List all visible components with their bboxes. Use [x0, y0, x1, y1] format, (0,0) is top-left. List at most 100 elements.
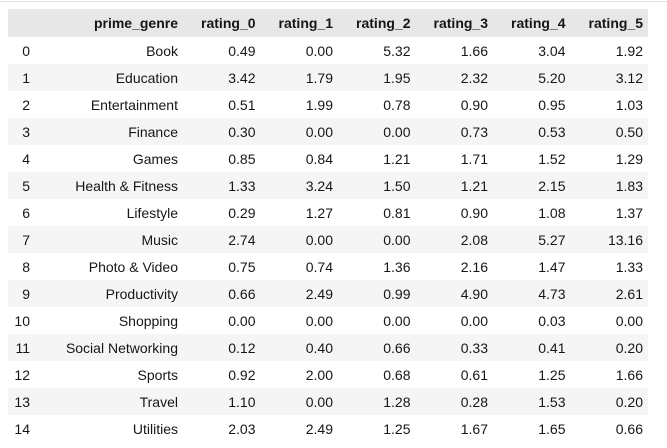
row-index: 9 [22, 285, 30, 302]
cell-rating_1: 1.99 [305, 96, 333, 113]
cell-rating_5: 13.16 [607, 231, 643, 248]
cell-rating_1: 0.00 [305, 42, 333, 59]
cell-rating_0: 2.03 [228, 420, 256, 437]
cell-rating_0: 1.33 [228, 177, 256, 194]
cell-rating_0: 0.66 [228, 285, 256, 302]
column-header-rating_0: rating_0 [201, 15, 256, 31]
cell-rating_4: 1.08 [538, 204, 566, 221]
cell-rating_1: 0.00 [305, 231, 333, 248]
top-border-line [0, 1, 667, 2]
column-header-rating_1: rating_1 [278, 15, 333, 31]
row-index: 14 [14, 420, 30, 437]
cell-rating_2: 0.68 [383, 366, 411, 383]
cell-rating_4: 2.15 [538, 177, 566, 194]
cell-prime-genre: Photo & Video [88, 258, 178, 275]
cell-rating_1: 0.84 [305, 150, 333, 167]
cell-rating_0: 0.30 [228, 123, 256, 140]
cell-prime-genre: Lifestyle [126, 204, 178, 221]
cell-rating_1: 0.00 [305, 123, 333, 140]
cell-rating_4: 4.73 [538, 285, 566, 302]
table-row: 14 Utilities 2.03 2.49 1.25 1.67 1.65 0.66 [8, 415, 648, 442]
cell-rating_1: 3.24 [305, 177, 333, 194]
cell-rating_3: 2.16 [460, 258, 488, 275]
cell-rating_2: 1.28 [383, 393, 411, 410]
cell-rating_0: 0.75 [228, 258, 256, 275]
cell-rating_3: 1.71 [460, 150, 488, 167]
index-column-header [8, 9, 35, 37]
cell-rating_3: 2.32 [460, 69, 488, 86]
dataframe-table: prime_genre rating_0 rating_1 rating_2 ratin… [8, 9, 648, 442]
row-index: 0 [22, 42, 30, 59]
cell-rating_5: 1.83 [615, 177, 643, 194]
cell-rating_3: 0.33 [460, 339, 488, 356]
column-header-prime_genre: prime_genre [93, 15, 178, 31]
cell-rating_4: 0.03 [538, 312, 566, 329]
cell-prime-genre: Travel [139, 393, 178, 410]
cell-rating_0: 0.51 [228, 96, 256, 113]
cell-rating_4: 1.53 [538, 393, 566, 410]
cell-rating_1: 1.79 [305, 69, 333, 86]
cell-rating_0: 0.85 [228, 150, 256, 167]
cell-rating_5: 1.66 [615, 366, 643, 383]
cell-rating_4: 5.20 [538, 69, 566, 86]
cell-rating_3: 0.73 [460, 123, 488, 140]
cell-rating_4: 0.41 [538, 339, 566, 356]
row-index: 4 [22, 150, 30, 167]
cell-rating_0: 2.74 [228, 231, 256, 248]
cell-rating_5: 0.00 [615, 312, 643, 329]
table-row: 13 Travel 1.10 0.00 1.28 0.28 1.53 0.20 [8, 388, 648, 415]
cell-rating_2: 0.81 [383, 204, 411, 221]
cell-rating_5: 3.12 [615, 69, 643, 86]
table-row: 6 Lifestyle 0.29 1.27 0.81 0.90 1.08 1.37 [8, 199, 648, 226]
row-index: 13 [14, 393, 30, 410]
cell-rating_0: 3.42 [228, 69, 256, 86]
cell-rating_4: 0.95 [538, 96, 566, 113]
table-row: 0 Book 0.49 0.00 5.32 1.66 3.04 1.92 [8, 37, 648, 64]
cell-rating_5: 0.66 [615, 420, 643, 437]
cell-prime-genre: Shopping [118, 312, 178, 329]
cell-rating_5: 1.03 [615, 96, 643, 113]
cell-rating_2: 1.21 [383, 150, 411, 167]
cell-rating_2: 1.50 [383, 177, 411, 194]
row-index: 11 [15, 339, 30, 356]
cell-rating_0: 1.10 [228, 393, 256, 410]
row-index: 5 [22, 177, 30, 194]
cell-rating_4: 1.47 [538, 258, 566, 275]
table-row: 1 Education 3.42 1.79 1.95 2.32 5.20 3.12 [8, 64, 648, 91]
cell-rating_3: 1.66 [460, 42, 488, 59]
cell-rating_2: 1.25 [383, 420, 411, 437]
cell-rating_3: 2.08 [460, 231, 488, 248]
cell-rating_3: 1.67 [460, 420, 488, 437]
cell-rating_1: 0.40 [305, 339, 333, 356]
column-header-rating_3: rating_3 [433, 15, 488, 31]
cell-rating_2: 1.95 [383, 69, 411, 86]
cell-rating_5: 1.92 [615, 42, 643, 59]
cell-rating_4: 3.04 [538, 42, 566, 59]
cell-rating_0: 0.92 [228, 366, 256, 383]
cell-prime-genre: Health & Fitness [75, 177, 178, 194]
cell-prime-genre: Entertainment [90, 96, 178, 113]
cell-prime-genre: Education [115, 69, 178, 86]
cell-rating_3: 1.21 [460, 177, 488, 194]
cell-prime-genre: Productivity [105, 285, 178, 302]
cell-prime-genre: Games [132, 150, 178, 167]
cell-prime-genre: Music [141, 231, 178, 248]
cell-rating_4: 1.25 [538, 366, 566, 383]
cell-rating_1: 2.49 [305, 285, 333, 302]
cell-rating_0: 0.12 [228, 339, 256, 356]
cell-rating_4: 1.65 [538, 420, 566, 437]
row-index: 8 [22, 258, 30, 275]
row-index: 2 [22, 96, 30, 113]
table-row: 12 Sports 0.92 2.00 0.68 0.61 1.25 1.66 [8, 361, 648, 388]
cell-rating_0: 0.49 [228, 42, 256, 59]
cell-rating_0: 0.00 [228, 312, 256, 329]
cell-rating_2: 0.99 [383, 285, 411, 302]
row-index: 3 [22, 123, 30, 140]
cell-rating_3: 0.28 [460, 393, 488, 410]
cell-rating_3: 4.90 [460, 285, 488, 302]
cell-prime-genre: Utilities [132, 420, 178, 437]
cell-rating_5: 2.61 [615, 285, 643, 302]
row-index: 10 [14, 312, 30, 329]
table-row: 7 Music 2.74 0.00 0.00 2.08 5.27 13.16 [8, 226, 648, 253]
cell-rating_1: 1.27 [305, 204, 333, 221]
